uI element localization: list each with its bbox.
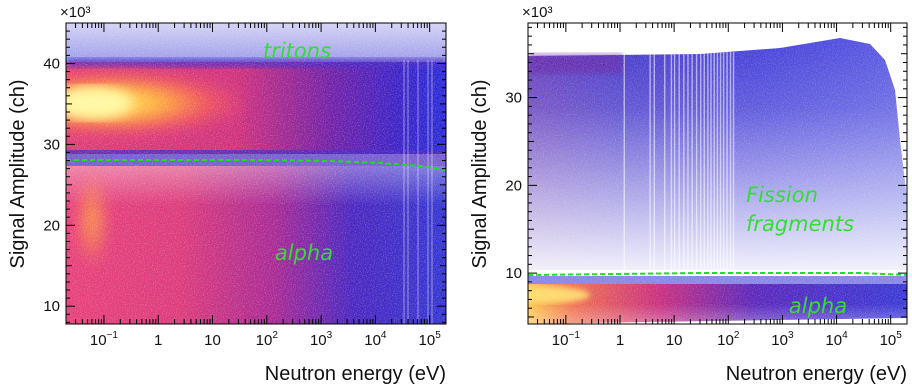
left-x-tick-label: 103 <box>310 330 333 349</box>
left-plot-frame <box>65 22 447 325</box>
annotation-fragments: fragments <box>746 212 854 236</box>
right-y-tick-label: 20 <box>505 177 522 194</box>
annotation-alpha-right: alpha <box>789 294 847 318</box>
left-y-tick-label: 10 <box>43 298 60 315</box>
left-y-axis-title: Signal Amplitude (ch) <box>7 80 29 269</box>
right-y-axis-title: Signal Amplitude (ch) <box>469 80 491 269</box>
annotation-alpha-left: alpha <box>275 241 333 265</box>
right-y-tick-label: 30 <box>505 90 522 107</box>
left-y-tick-label: 20 <box>43 217 60 234</box>
right-x-tick-label: 10−1 <box>552 330 581 349</box>
left-x-tick-label: 10−1 <box>90 330 119 349</box>
right-y-tick-label: 10 <box>505 265 522 282</box>
right-y-multiplier: ×10³ <box>522 4 552 21</box>
cut-line-right <box>528 272 907 276</box>
cut-line-left <box>66 159 446 171</box>
right-plot-frame <box>527 22 908 325</box>
left-x-tick-label: 10 <box>204 332 221 349</box>
right-axes: 10−1 1 10 102 103 104 105 10 20 30 <box>505 23 908 349</box>
left-x-tick-label: 1 <box>154 332 162 349</box>
left-y-tick-label: 30 <box>43 136 60 153</box>
annotation-fission: Fission <box>746 183 818 207</box>
left-y-tick-label: 40 <box>43 55 60 72</box>
right-x-tick-label: 104 <box>825 330 848 349</box>
annotation-tritons: tritons <box>263 39 331 63</box>
right-x-tick-label: 105 <box>880 330 903 349</box>
left-x-tick-label: 102 <box>256 330 279 349</box>
right-heatmap <box>528 23 907 324</box>
left-heatmap <box>66 23 446 324</box>
right-x-axis-title: Neutron energy (eV) <box>726 363 907 385</box>
left-x-tick-label: 104 <box>364 330 387 349</box>
left-x-tick-label: 105 <box>419 330 442 349</box>
left-axes: 10−1 1 10 102 103 104 105 10 20 30 40 <box>43 22 447 349</box>
right-x-tick-label: 102 <box>717 330 740 349</box>
right-x-tick-label: 103 <box>771 330 794 349</box>
right-x-tick-label: 1 <box>616 332 624 349</box>
right-x-tick-label: 10 <box>666 332 683 349</box>
left-x-axis-title: Neutron energy (eV) <box>265 363 446 385</box>
left-y-multiplier: ×10³ <box>60 4 90 21</box>
